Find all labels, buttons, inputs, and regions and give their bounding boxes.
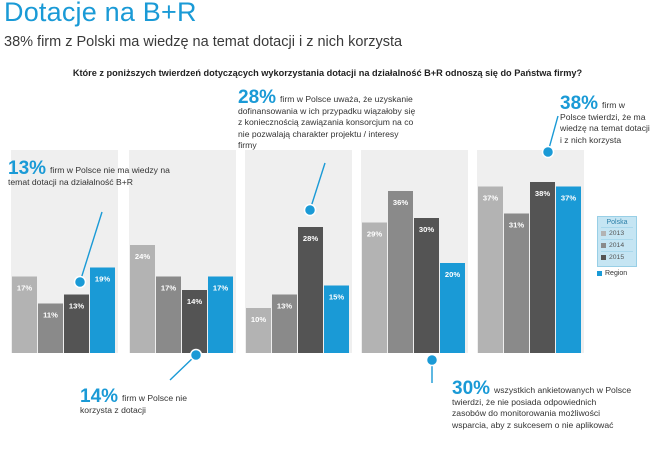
legend-label-2014: 2014	[609, 242, 625, 249]
bar-g1-s3	[64, 294, 89, 353]
legend-box: Polska 2013 2014 2015	[597, 216, 637, 267]
bar-label-g1-s3: 13%	[69, 302, 84, 311]
bar-g3-s3	[298, 227, 323, 353]
bar-g5-s4	[556, 186, 581, 353]
bar-g4-s3	[414, 218, 439, 353]
leader-13-line	[79, 211, 103, 283]
bar-g3-s1	[246, 308, 271, 353]
bar-g1-s1	[12, 276, 37, 353]
legend-header: Polska	[606, 219, 628, 226]
bar-label-g3-s4: 15%	[329, 293, 344, 302]
bar-label-g5-s2: 31%	[509, 221, 524, 230]
callout-30-text: wszystkich ankietowanych w Polsce twierd…	[452, 385, 632, 430]
bar-g2-s1	[130, 245, 155, 353]
bar-label-g4-s1: 29%	[367, 230, 382, 239]
bar-label-g3-s1: 10%	[251, 315, 266, 324]
leader-14-dot	[189, 348, 203, 362]
bar-g1-s4	[90, 267, 115, 353]
callout-13-text: firm w Polsce nie ma wiedzy na temat dot…	[8, 165, 170, 187]
chart-legend: Polska 2013 2014 2015 Region	[597, 216, 637, 277]
bar-label-g5-s3: 38%	[535, 189, 550, 198]
page-subtitle: 38% firm z Polski ma wiedzę na temat dot…	[4, 34, 403, 50]
legend-swatch-2014	[601, 243, 606, 248]
bar-g4-s4	[440, 263, 465, 353]
bar-g5-s3	[530, 182, 555, 353]
bar-g2-s2	[156, 276, 181, 353]
callout-14-text: firm w Polsce nie korzysta z dotacji	[80, 393, 187, 415]
callout-30: 30% wszystkich ankietowanych w Polsce twi…	[452, 379, 632, 431]
bar-label-g4-s4: 20%	[445, 270, 460, 279]
bar-label-g3-s3: 28%	[303, 234, 318, 243]
bar-label-g2-s4: 17%	[213, 284, 228, 293]
bar-g5-s2	[504, 213, 529, 353]
callout-38: 38% firm w Polsce twierdzi, że ma wiedzę …	[560, 94, 652, 146]
legend-swatch-2013	[601, 231, 606, 236]
callout-38-value: 38%	[560, 93, 599, 114]
legend-swatch-2015	[601, 255, 606, 260]
bar-label-g5-s1: 37%	[483, 194, 498, 203]
legend-label-region: Region	[605, 270, 628, 277]
legend-item-region: Region	[597, 270, 637, 277]
bar-g4-s2	[388, 191, 413, 353]
bar-g5-s1	[478, 186, 503, 353]
bar-g2-s4	[208, 276, 233, 353]
callout-30-value: 30%	[452, 378, 491, 399]
bar-label-g4-s3: 30%	[419, 225, 434, 234]
bar-label-g4-s2: 36%	[393, 198, 408, 207]
callout-14: 14% firm w Polsce nie korzysta z dotacji	[80, 387, 200, 416]
bar-g1-s2	[38, 303, 63, 353]
bar-label-g3-s2: 13%	[277, 302, 292, 311]
legend-swatch-region	[597, 271, 602, 276]
bar-g4-s1	[362, 222, 387, 353]
bar-g2-s3	[182, 290, 207, 353]
callout-28: 28% firm w Polsce uważa, że uzyskanie dof…	[238, 88, 416, 152]
bar-label-g2-s3: 14%	[187, 297, 202, 306]
leader-28-line	[309, 162, 326, 211]
legend-item-2014: 2014	[601, 239, 633, 251]
callout-13-value: 13%	[8, 158, 47, 179]
survey-question: Które z poniższych twierdzeń dotyczących…	[72, 68, 583, 78]
bar-label-g1-s2: 11%	[43, 311, 58, 320]
legend-item-2013: 2013	[601, 227, 633, 239]
bar-g3-s2	[272, 294, 297, 353]
legend-item-2015: 2015	[601, 251, 633, 263]
bar-label-g2-s2: 17%	[161, 284, 176, 293]
page-title: Dotacje na B+R	[4, 0, 197, 27]
leader-30-dot	[425, 353, 439, 367]
callout-13: 13% firm w Polsce nie ma wiedzy na temat …	[8, 159, 178, 188]
leader-28-dot	[303, 203, 317, 217]
legend-label-2013: 2013	[609, 230, 625, 237]
bar-label-g1-s4: 19%	[95, 275, 110, 284]
callout-38-text: firm w Polsce twierdzi, że ma wiedzę na …	[560, 100, 650, 145]
callout-28-text: firm w Polsce uważa, że uzyskanie dofina…	[238, 94, 416, 151]
callout-28-value: 28%	[238, 87, 277, 108]
bar-g3-s4	[324, 285, 349, 353]
bar-label-g1-s1: 17%	[17, 284, 32, 293]
leader-38-dot	[541, 145, 555, 159]
bar-label-g2-s1: 24%	[135, 252, 150, 261]
callout-14-value: 14%	[80, 386, 119, 407]
leader-13-dot	[73, 275, 87, 289]
legend-label-2015: 2015	[609, 254, 625, 261]
bar-label-g5-s4: 37%	[561, 194, 576, 203]
